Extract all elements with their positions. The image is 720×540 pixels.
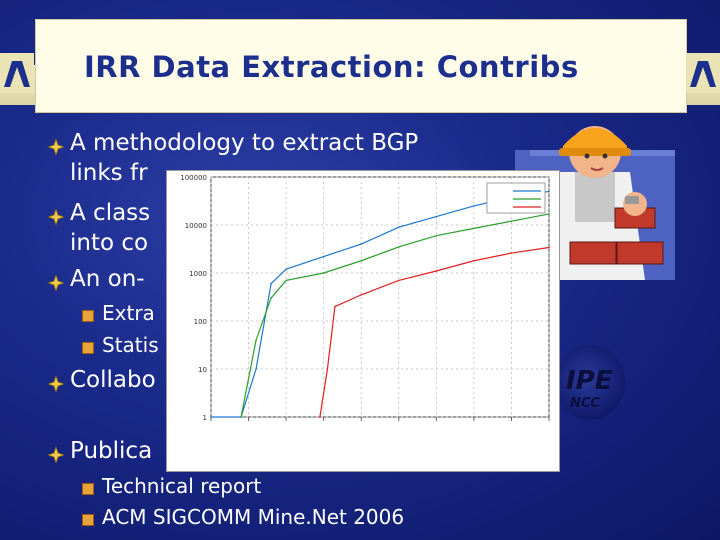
data-point (210, 416, 212, 418)
data-point (436, 216, 438, 218)
data-point (548, 191, 550, 193)
bullet-text: Publica (70, 438, 152, 464)
data-point (334, 306, 336, 308)
data-point (511, 252, 513, 254)
data-point (270, 297, 272, 299)
bullet-star-icon (48, 447, 64, 463)
bullet-star-icon (48, 376, 64, 392)
bullet-text: links fr (70, 160, 148, 186)
y-tick-label: 100 (194, 318, 207, 326)
bullet-text: A class (70, 200, 150, 226)
data-point (360, 260, 362, 262)
data-point (327, 368, 329, 370)
bullet-square-icon (82, 483, 94, 495)
bullet-square-icon (82, 514, 94, 526)
bullet-star-icon (48, 139, 64, 155)
line-chart: 1 10 100 1000 10000 100000 (167, 171, 559, 471)
data-point (360, 243, 362, 245)
bullet-star-icon (48, 275, 64, 291)
data-point (436, 235, 438, 237)
bullet-text: ACM SIGCOMM Mine.Net 2006 (102, 505, 404, 529)
data-point (473, 228, 475, 230)
data-point (511, 220, 513, 222)
data-point (323, 256, 325, 258)
data-point (285, 280, 287, 282)
data-point (270, 283, 272, 285)
chart-panel: 1 10 100 1000 10000 100000 (166, 170, 560, 472)
data-point (436, 270, 438, 272)
data-point (319, 416, 321, 418)
data-point (398, 246, 400, 248)
y-tick-label: 1 (203, 414, 207, 422)
y-tick-label: 100000 (180, 174, 207, 182)
bullet-text: A methodology to extract BGP (70, 130, 418, 156)
data-point (285, 268, 287, 270)
y-tick-label: 10000 (185, 222, 207, 230)
bullet-square-icon (82, 342, 94, 354)
data-point (398, 226, 400, 228)
bullet-square-icon (82, 310, 94, 322)
data-point (240, 416, 242, 418)
data-point (473, 260, 475, 262)
data-point (473, 205, 475, 207)
data-point (323, 272, 325, 274)
y-tick-label: 1000 (189, 270, 207, 278)
data-point (548, 213, 550, 215)
data-point (255, 368, 257, 370)
legend-box (487, 183, 545, 213)
bullet-text: Collabo (70, 367, 156, 393)
bullet-text: Extra (102, 301, 155, 325)
data-point (398, 280, 400, 282)
data-point (548, 247, 550, 249)
bullet-text: Statis (102, 333, 159, 357)
bullet-text: into co (70, 230, 148, 256)
bullet-text: Technical report (102, 474, 261, 498)
data-point (360, 294, 362, 296)
y-tick-label: 10 (198, 366, 207, 374)
bullet-star-icon (48, 209, 64, 225)
bullet-text: An on- (70, 266, 145, 292)
data-point (255, 339, 257, 341)
